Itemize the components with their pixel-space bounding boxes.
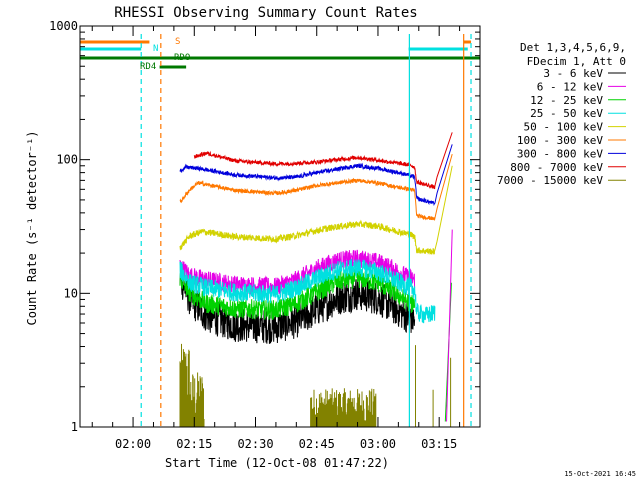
annotation-layer: S N RD4 RDO [80, 34, 480, 427]
y-tick-label: 1000 [49, 19, 78, 33]
legend-label: 3 - 6 keV [543, 67, 603, 80]
series-7000-15000-kev [179, 343, 452, 427]
x-tick-label: 02:15 [176, 437, 212, 451]
series-800-7000-kev [193, 132, 453, 190]
y-tick-label: 100 [56, 153, 78, 167]
chart-title: RHESSI Observing Summary Count Rates [114, 5, 417, 21]
legend-label: 300 - 800 keV [517, 147, 603, 160]
y-axis-label: Count Rate (s⁻¹ detector⁻¹) [25, 130, 39, 325]
legend-label: 800 - 7000 keV [510, 161, 603, 174]
flare-rise-line [446, 229, 453, 422]
x-tick-label: 02:45 [299, 437, 335, 451]
series-100-300-kev [179, 153, 453, 222]
series-25-50-kev [179, 258, 436, 324]
series-6-12-kev [179, 249, 416, 296]
legend-label: 12 - 25 keV [530, 94, 603, 107]
footer-timestamp: 15-Oct-2021 16:45 [564, 470, 636, 478]
annotation-label: N [153, 44, 158, 54]
series-50-100-kev [179, 165, 453, 255]
legend-label: 7000 - 15000 keV [497, 174, 603, 187]
y-tick-label: 1 [71, 420, 78, 434]
legend-label: 25 - 50 keV [530, 107, 603, 120]
annotation-label: RD4 [140, 62, 156, 72]
x-tick-label: 03:00 [360, 437, 396, 451]
legend-label: 50 - 100 keV [524, 121, 604, 134]
plot-frame [79, 25, 481, 428]
y-tick-label: 10 [64, 286, 78, 300]
legend-header: Det 1,3,4,5,6,9, [520, 41, 626, 54]
legend-label: 100 - 300 keV [517, 134, 603, 147]
legend-label: 6 - 12 keV [537, 80, 604, 93]
x-tick-label: 03:15 [421, 437, 457, 451]
series-300-800-kev [179, 144, 453, 206]
plot-layer [179, 132, 453, 427]
axis-layer: 1 10 100 1000 02:00 02:15 02:30 02:45 03:00 03:15 [49, 19, 481, 451]
legend: Det 1,3,4,5,6,9,FDecim 1, Att 03 - 6 keV… [497, 41, 626, 187]
annotation-label: S [175, 37, 180, 47]
legend-header: FDecim 1, Att 0 [527, 55, 626, 68]
annotation-label: RDO [174, 53, 190, 63]
x-axis-label: Start Time (12-Oct-08 01:47:22) [165, 456, 389, 470]
x-tick-label: 02:00 [115, 437, 151, 451]
x-tick-label: 02:30 [237, 437, 273, 451]
